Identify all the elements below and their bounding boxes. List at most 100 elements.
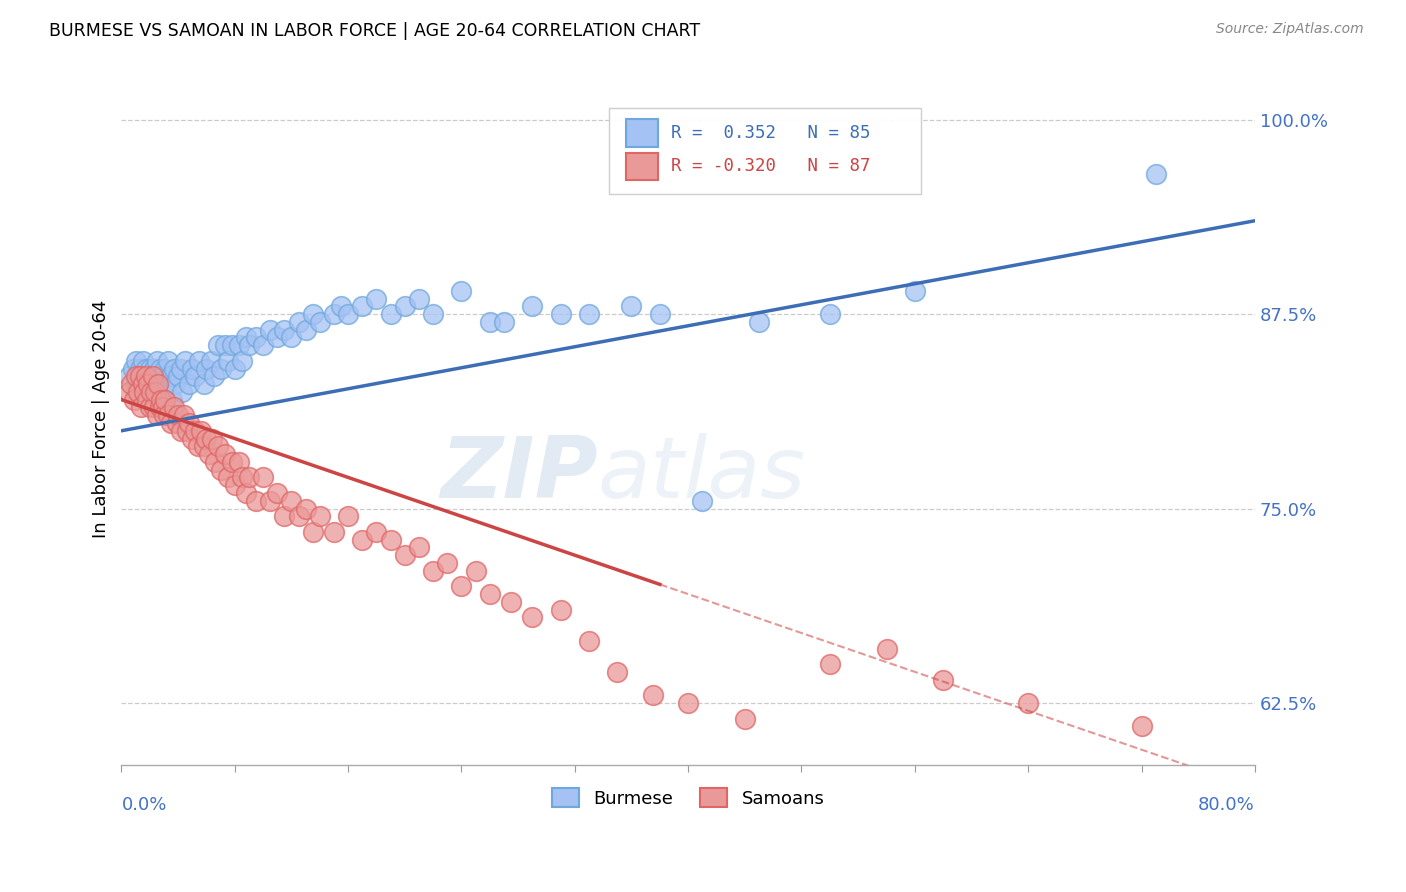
Point xyxy=(138,377,160,392)
Point xyxy=(176,424,198,438)
Point xyxy=(200,353,222,368)
Point xyxy=(153,408,176,422)
Point xyxy=(478,587,501,601)
Point xyxy=(492,315,515,329)
Point xyxy=(214,338,236,352)
Point xyxy=(141,369,163,384)
Point xyxy=(157,353,180,368)
Point xyxy=(190,424,212,438)
Point xyxy=(209,463,232,477)
Point xyxy=(231,470,253,484)
Point xyxy=(167,369,190,384)
Point xyxy=(166,416,188,430)
Legend: Burmese, Samoans: Burmese, Samoans xyxy=(544,781,832,815)
Point xyxy=(157,408,180,422)
Point xyxy=(146,353,169,368)
Point xyxy=(142,384,165,399)
Point xyxy=(734,712,756,726)
Point xyxy=(165,377,187,392)
Point xyxy=(422,564,444,578)
Point xyxy=(550,307,572,321)
Point xyxy=(145,384,167,399)
Point xyxy=(221,338,243,352)
Point xyxy=(131,377,153,392)
Point xyxy=(352,299,374,313)
Point xyxy=(172,384,194,399)
Point xyxy=(153,392,176,407)
Point xyxy=(252,338,274,352)
Point xyxy=(408,541,430,555)
Point xyxy=(301,524,323,539)
Point xyxy=(904,284,927,298)
Point xyxy=(150,392,173,407)
Point xyxy=(160,369,183,384)
Point xyxy=(181,432,204,446)
Point xyxy=(308,315,330,329)
Point xyxy=(139,361,162,376)
Point xyxy=(136,392,159,407)
Point xyxy=(139,392,162,407)
Point xyxy=(266,486,288,500)
Point xyxy=(152,401,174,415)
Point xyxy=(136,377,159,392)
Point xyxy=(135,369,157,384)
Point xyxy=(245,330,267,344)
Point xyxy=(550,602,572,616)
Point xyxy=(163,361,186,376)
Point xyxy=(641,688,664,702)
Point xyxy=(235,330,257,344)
Point xyxy=(179,377,201,392)
Point xyxy=(648,307,671,321)
Point xyxy=(209,361,232,376)
Point xyxy=(499,595,522,609)
Point xyxy=(217,470,239,484)
Point xyxy=(478,315,501,329)
Point xyxy=(188,353,211,368)
Point xyxy=(155,392,177,407)
Point xyxy=(160,416,183,430)
Point xyxy=(818,657,841,672)
Point xyxy=(195,432,218,446)
Point xyxy=(132,384,155,399)
Point xyxy=(273,323,295,337)
Point xyxy=(181,361,204,376)
Point xyxy=(337,509,360,524)
Point xyxy=(138,369,160,384)
Point xyxy=(259,493,281,508)
FancyBboxPatch shape xyxy=(626,120,658,147)
Point xyxy=(187,439,209,453)
Point xyxy=(238,338,260,352)
Point xyxy=(522,610,544,624)
Point xyxy=(450,284,472,298)
Text: ZIP: ZIP xyxy=(440,433,598,516)
Point xyxy=(207,439,229,453)
Point xyxy=(124,353,146,368)
Point xyxy=(131,353,153,368)
Point xyxy=(170,424,193,438)
Point xyxy=(143,361,166,376)
Point xyxy=(224,478,246,492)
Point xyxy=(124,384,146,399)
Point xyxy=(214,447,236,461)
Point xyxy=(179,416,201,430)
Point xyxy=(117,384,139,399)
Point xyxy=(198,447,221,461)
Point xyxy=(692,493,714,508)
Point xyxy=(676,696,699,710)
Point xyxy=(184,424,207,438)
Point xyxy=(287,315,309,329)
Point xyxy=(149,401,172,415)
Text: R = -0.320   N = 87: R = -0.320 N = 87 xyxy=(671,157,870,176)
Point xyxy=(464,564,486,578)
Point xyxy=(266,330,288,344)
FancyBboxPatch shape xyxy=(626,153,658,180)
FancyBboxPatch shape xyxy=(609,108,921,194)
Point xyxy=(167,408,190,422)
Point xyxy=(238,470,260,484)
Text: 0.0%: 0.0% xyxy=(121,796,167,814)
Point xyxy=(522,299,544,313)
Point xyxy=(141,384,163,399)
Point xyxy=(150,369,173,384)
Point xyxy=(436,556,458,570)
Point xyxy=(259,323,281,337)
